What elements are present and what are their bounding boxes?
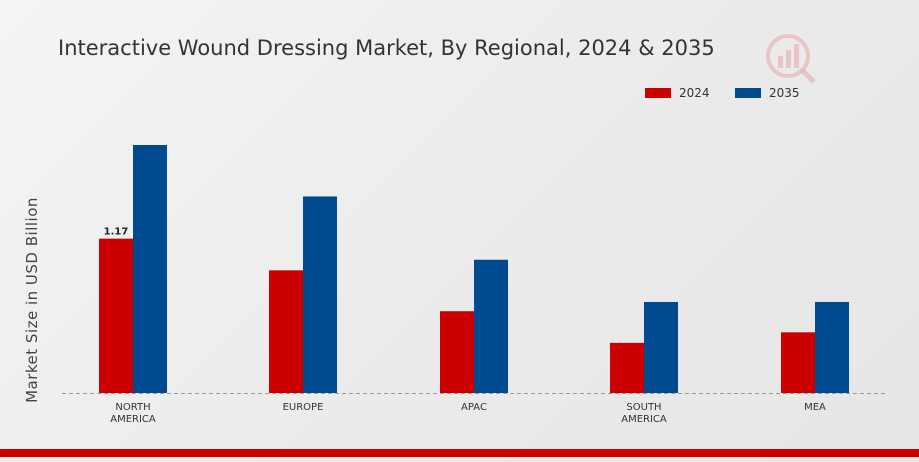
bar-2035-0	[133, 144, 167, 393]
category-label-2: APAC	[461, 402, 487, 413]
bottom-accent-bar	[0, 449, 919, 457]
legend-swatch-2024	[645, 88, 671, 98]
legend-label-2035: 2035	[769, 86, 800, 100]
category-label-3: SOUTH AMERICA	[621, 402, 667, 425]
bar-2024-4	[781, 332, 815, 393]
bar-2035-3	[644, 301, 678, 393]
category-label-1: EUROPE	[283, 402, 324, 413]
legend-swatch-2035	[735, 88, 761, 98]
category-label-0: NORTH AMERICA	[110, 402, 156, 425]
bar-2024-3	[610, 342, 644, 393]
data-label-2024-0: 1.17	[104, 227, 129, 238]
bar-2024-1	[269, 270, 303, 393]
bar-2024-2	[440, 311, 474, 393]
legend-item-2024: 2024	[645, 86, 710, 100]
chart-title: Interactive Wound Dressing Market, By Re…	[58, 36, 715, 60]
bar-2035-2	[474, 259, 508, 393]
legend-item-2035: 2035	[735, 86, 800, 100]
category-label-4: MEA	[804, 402, 826, 413]
bar-2024-0	[99, 238, 133, 393]
bar-2035-1	[303, 196, 337, 393]
bar-2035-4	[815, 301, 849, 393]
brand-logo-icon	[766, 34, 816, 84]
legend-label-2024: 2024	[679, 86, 710, 100]
